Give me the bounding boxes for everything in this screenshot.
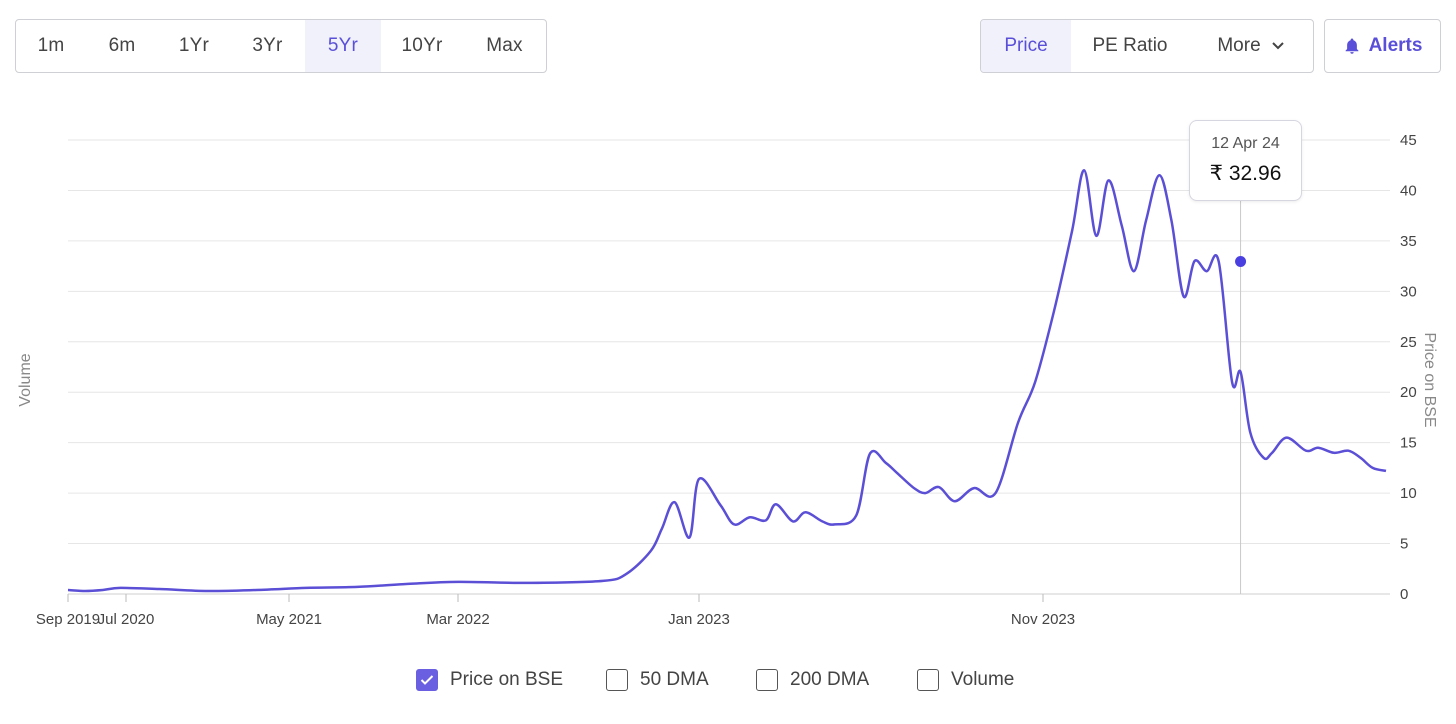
x-tick-label: Jan 2023: [668, 611, 730, 628]
y-tick-label: 25: [1400, 334, 1417, 351]
y-tick-label: 10: [1400, 485, 1417, 502]
y-tick-label: 45: [1400, 132, 1417, 149]
legend-item-price-on-bse[interactable]: Price on BSE: [416, 669, 563, 691]
view-button-label: Price: [1004, 35, 1048, 56]
series-line-price-on-bse: [67, 169, 1387, 593]
legend-item-volume[interactable]: Volume: [917, 669, 1014, 691]
range-button-6m[interactable]: 6m: [108, 35, 136, 56]
legend-checkbox[interactable]: [416, 669, 438, 691]
y-tick-label: 40: [1400, 182, 1417, 199]
y-tick-label: 15: [1400, 435, 1417, 452]
y-tick-label: 0: [1400, 586, 1408, 603]
range-button-1m[interactable]: 1m: [37, 35, 65, 56]
legend-label: Price on BSE: [450, 669, 563, 690]
price-axis-label: Price on BSE: [1421, 332, 1438, 427]
y-tick-label: 35: [1400, 233, 1417, 250]
legend-checkbox[interactable]: [606, 669, 628, 691]
x-tick-label: Jul 2020: [98, 611, 155, 628]
range-button-3yr[interactable]: 3Yr: [252, 35, 283, 56]
legend-label: Volume: [951, 669, 1015, 690]
legend-checkbox[interactable]: [756, 669, 778, 691]
tooltip-date: 12 Apr 24: [1211, 135, 1280, 152]
range-selector: 1m 6m 1Yr 3Yr 5Yr 10Yr Max: [15, 19, 547, 73]
chevron-down-icon: [1271, 42, 1284, 50]
bell-icon: [1345, 38, 1358, 54]
range-button-1yr[interactable]: 1Yr: [178, 35, 210, 56]
range-button-10yr[interactable]: 10Yr: [401, 35, 443, 56]
x-tick-label: Mar 2022: [426, 611, 489, 628]
x-tick-label: Nov 2023: [1011, 611, 1075, 628]
legend-item-50-dma[interactable]: 50 DMA: [606, 669, 709, 691]
view-button-pe-ratio[interactable]: PE Ratio: [1071, 20, 1189, 72]
range-button-5yr[interactable]: 5Yr: [305, 20, 381, 72]
y-tick-label: 30: [1400, 283, 1417, 300]
x-tick-label: Sep 2019: [36, 611, 100, 628]
chart-tooltip: 12 Apr 24 ₹ 32.96: [1189, 120, 1302, 201]
legend-label: 200 DMA: [790, 669, 870, 690]
view-button-label: More: [1217, 35, 1261, 56]
x-tick-label: May 2021: [256, 611, 322, 628]
check-icon: [420, 675, 434, 685]
chart-legend: Price on BSE 50 DMA 200 DMA Volume: [0, 669, 1456, 697]
tooltip-value: ₹ 32.96: [1209, 162, 1282, 185]
legend-label: 50 DMA: [640, 669, 709, 690]
volume-axis-label: Volume: [17, 353, 34, 406]
alerts-label: Alerts: [1368, 35, 1423, 56]
y-tick-label: 5: [1400, 536, 1408, 553]
view-selector: Price PE Ratio More: [980, 19, 1314, 73]
range-button-max[interactable]: Max: [486, 35, 523, 56]
view-button-price[interactable]: Price: [981, 20, 1071, 72]
y-tick-label: 20: [1400, 384, 1417, 401]
view-button-more[interactable]: More: [1189, 20, 1313, 72]
legend-item-200-dma[interactable]: 200 DMA: [756, 669, 869, 691]
legend-checkbox[interactable]: [917, 669, 939, 691]
view-button-label: PE Ratio: [1092, 35, 1168, 56]
alerts-button[interactable]: Alerts: [1324, 19, 1441, 73]
highlight-point: [1235, 255, 1247, 267]
